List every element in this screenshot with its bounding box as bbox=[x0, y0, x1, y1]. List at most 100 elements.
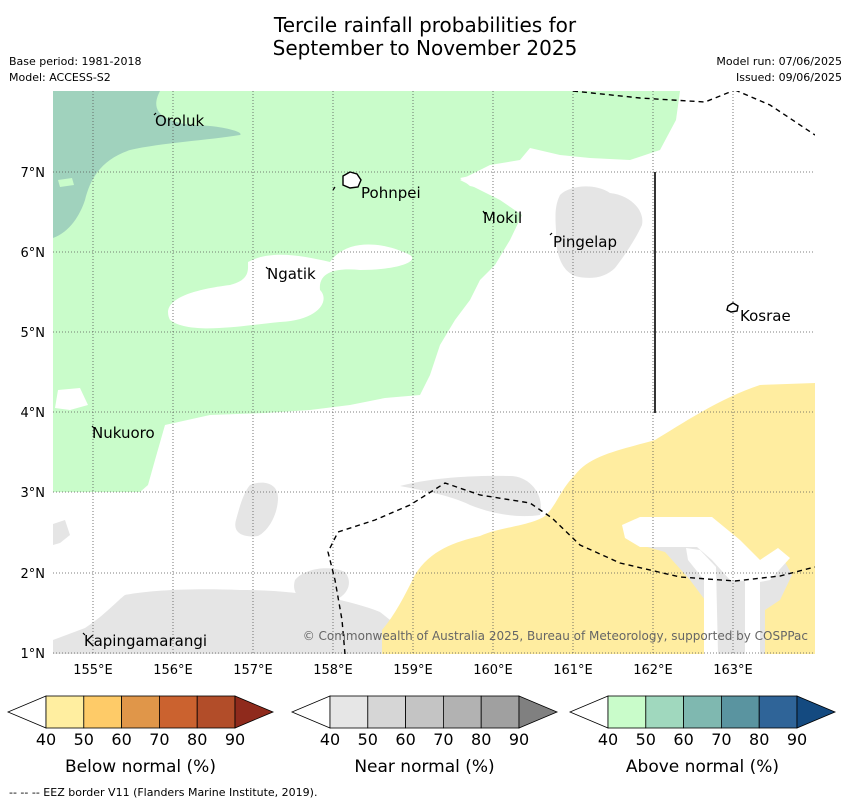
colorbar-above: 40 50 60 70 80 90 Above normal (%) bbox=[568, 695, 837, 777]
colorbar-tick-label: 80 bbox=[471, 730, 491, 749]
islands bbox=[342, 171, 739, 313]
colorbar-segment bbox=[758, 695, 798, 729]
colorbar-tick-label: 60 bbox=[673, 730, 693, 749]
above-normal-teal-region bbox=[53, 91, 241, 238]
near-normal-small-west bbox=[235, 482, 278, 537]
place-kosrae: Kosrae bbox=[740, 307, 791, 325]
near-normal-pingelap bbox=[555, 186, 643, 278]
colorbar-segment bbox=[121, 695, 160, 729]
colorbar-label: Above normal (%) bbox=[626, 757, 779, 777]
colorbar-tick-label: 80 bbox=[187, 730, 207, 749]
colorbar-left-extension bbox=[6, 695, 47, 729]
white-in-yellow-2 bbox=[686, 548, 718, 654]
colorbar-segment bbox=[480, 695, 520, 729]
colorbar-segment bbox=[83, 695, 123, 729]
white-hole-east bbox=[460, 171, 560, 220]
colorbar-label: Near normal (%) bbox=[354, 757, 494, 777]
colorbar-below: 40 50 60 70 80 90 Below normal (%) bbox=[6, 695, 275, 777]
eez-borders bbox=[327, 91, 815, 654]
colorbar-right-extension bbox=[796, 695, 837, 729]
pohnpei-island bbox=[342, 171, 362, 189]
eez-footnote: -- -- -- EEZ border V11 (Flanders Marine… bbox=[9, 786, 318, 799]
colorbar-tick-label: 40 bbox=[320, 730, 340, 749]
colorbar-segment bbox=[329, 695, 369, 729]
lon-tick-163: 163°E bbox=[713, 663, 753, 678]
colorbar-tick-label: 80 bbox=[749, 730, 769, 749]
lat-tick-2: 2°N bbox=[21, 567, 46, 582]
lon-tick-158: 158°E bbox=[313, 663, 353, 678]
colorbar-tick-label: 40 bbox=[36, 730, 56, 749]
lat-tick-3: 3°N bbox=[21, 486, 46, 501]
colorbar-segment bbox=[607, 695, 647, 729]
colorbar-tick-label: 70 bbox=[149, 730, 169, 749]
base-period-text: Base period: 1981-2018 bbox=[9, 55, 142, 68]
colorbar-segment bbox=[683, 695, 722, 729]
colorbar-left-extension bbox=[568, 695, 609, 729]
colorbar-right-extension bbox=[518, 695, 559, 729]
meta-left: Base period: 1981-2018 Model: ACCESS-S2 bbox=[9, 54, 141, 86]
colorbar-tick-label: 70 bbox=[711, 730, 731, 749]
near-normal-center-south bbox=[400, 475, 541, 517]
lat-tick-labels: 7°N 6°N 5°N 4°N 3°N 2°N 1°N bbox=[21, 166, 46, 662]
place-pingelap: Pingelap bbox=[553, 233, 617, 251]
colorbar-tick-label: 50 bbox=[636, 730, 656, 749]
place-oroluk: Oroluk bbox=[155, 112, 204, 130]
lon-tick-155: 155°E bbox=[73, 663, 113, 678]
model-run-text: Model run: 07/06/2025 bbox=[716, 55, 842, 68]
colorbar-left-extension bbox=[290, 695, 331, 729]
colorbar-segment bbox=[721, 695, 760, 729]
lon-tick-159: 159°E bbox=[393, 663, 433, 678]
colorbar-segment bbox=[158, 695, 198, 729]
kosrae-island bbox=[726, 302, 739, 313]
title-line-1: Tercile rainfall probabilities for bbox=[273, 13, 577, 37]
lon-tick-157: 157°E bbox=[233, 663, 273, 678]
colorbar-tick-label: 70 bbox=[433, 730, 453, 749]
lat-tick-6: 6°N bbox=[21, 246, 46, 261]
lon-tick-labels: 155°E 156°E 157°E 158°E 159°E 160°E 161°… bbox=[73, 663, 753, 678]
lon-tick-161: 161°E bbox=[553, 663, 593, 678]
title-line-2: September to November 2025 bbox=[272, 36, 578, 60]
colorbar-tick-label: 50 bbox=[358, 730, 378, 749]
colorbar-near: 40 50 60 70 80 90 Near normal (%) bbox=[290, 695, 559, 777]
colorbar-tick-label: 60 bbox=[111, 730, 131, 749]
colorbar-tick-label: 60 bbox=[395, 730, 415, 749]
lat-tick-4: 4°N bbox=[21, 406, 46, 421]
issued-text: Issued: 09/06/2025 bbox=[735, 71, 842, 84]
white-in-yellow-3 bbox=[745, 580, 760, 654]
place-pohnpei: Pohnpei bbox=[361, 184, 421, 202]
colorbar-right-extension bbox=[234, 695, 275, 729]
meta-right: Model run: 07/06/2025 Issued: 09/06/2025 bbox=[716, 54, 842, 86]
colorbar-tick-label: 50 bbox=[74, 730, 94, 749]
place-ngatik: Ngatik bbox=[267, 265, 316, 283]
copyright-text: © Commonwealth of Australia 2025, Bureau… bbox=[303, 629, 808, 643]
colorbar-segment bbox=[645, 695, 684, 729]
colorbar-segment bbox=[405, 695, 444, 729]
colorbar-label: Below normal (%) bbox=[65, 757, 216, 777]
colorbars: 40 50 60 70 80 90 Below normal (%) 40 50 60 70 80 90… bbox=[6, 695, 837, 777]
lon-tick-156: 156°E bbox=[153, 663, 193, 678]
lat-tick-1: 1°N bbox=[21, 647, 46, 662]
white-hole-central bbox=[168, 244, 413, 329]
island-dots bbox=[82, 112, 553, 636]
lat-tick-7: 7°N bbox=[21, 166, 46, 181]
white-in-yellow bbox=[622, 517, 790, 582]
near-normal-south bbox=[53, 589, 405, 654]
colorbar-tick-label: 90 bbox=[509, 730, 529, 749]
colorbar-tick-label: 40 bbox=[598, 730, 618, 749]
place-kapingamarangi: Kapingamarangi bbox=[84, 632, 207, 650]
lon-tick-160: 160°E bbox=[473, 663, 513, 678]
white-hole-south-west bbox=[55, 388, 88, 410]
lon-tick-162: 162°E bbox=[633, 663, 673, 678]
lat-tick-5: 5°N bbox=[21, 326, 46, 341]
green-inlet-left bbox=[58, 178, 74, 187]
colorbar-tick-label: 90 bbox=[787, 730, 807, 749]
colorbar-segment bbox=[442, 695, 482, 729]
colorbar-segment bbox=[367, 695, 406, 729]
near-normal-bump bbox=[294, 568, 349, 604]
colorbar-segment bbox=[196, 695, 236, 729]
model-text: Model: ACCESS-S2 bbox=[9, 71, 111, 84]
gridlines bbox=[53, 91, 815, 654]
map-title: Tercile rainfall probabilities for Septe… bbox=[0, 14, 850, 60]
colorbar-tick-label: 90 bbox=[225, 730, 245, 749]
